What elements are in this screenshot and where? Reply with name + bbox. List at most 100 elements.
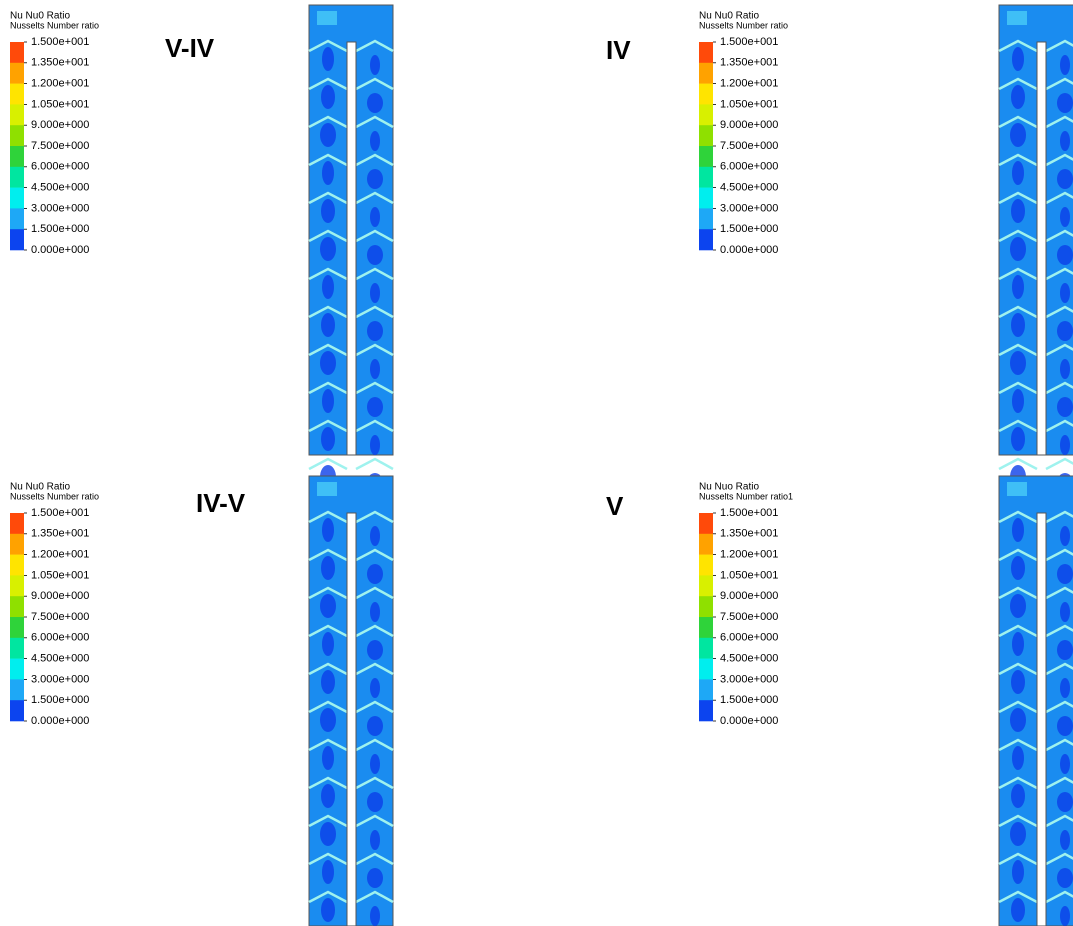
divider <box>1036 41 1047 456</box>
low-zone <box>1060 283 1070 303</box>
rib <box>308 343 348 357</box>
rib <box>355 39 394 53</box>
rib <box>308 267 348 281</box>
rib <box>1045 700 1073 714</box>
legend-tick-label: 9.000e+000 <box>31 590 89 602</box>
rib <box>1045 457 1073 471</box>
low-zone <box>322 161 334 185</box>
rib <box>998 457 1038 471</box>
low-zone <box>1012 275 1024 299</box>
color-band <box>10 166 24 188</box>
rib <box>308 662 348 676</box>
rib <box>1045 305 1073 319</box>
legend-tick-label: 3.000e+000 <box>720 202 778 214</box>
low-zone <box>321 313 335 337</box>
color-band <box>699 617 713 639</box>
color-band <box>699 700 713 722</box>
legend-tick-label: 1.500e+001 <box>720 36 778 48</box>
rib <box>1045 624 1073 638</box>
legend-tick-label: 1.050e+001 <box>31 569 89 581</box>
rib <box>355 548 394 562</box>
rib <box>998 586 1038 600</box>
legend-tick-label: 7.500e+000 <box>31 611 89 623</box>
divider <box>346 41 357 456</box>
legend-tick-label: 1.350e+001 <box>31 57 89 69</box>
legend-title: Nu Nuo Ratio <box>699 482 759 493</box>
rib <box>1045 814 1073 828</box>
rib <box>355 814 394 828</box>
color-band <box>10 679 24 701</box>
low-zone <box>370 830 380 850</box>
low-zone <box>367 169 383 189</box>
legend-tick-label: 9.000e+000 <box>720 590 778 602</box>
low-zone <box>322 389 334 413</box>
low-zone <box>322 632 334 656</box>
rib <box>1045 381 1073 395</box>
low-zone <box>321 784 335 808</box>
legend-tick-label: 1.050e+001 <box>720 569 778 581</box>
legend-tick-label: 1.200e+001 <box>720 78 778 90</box>
rib <box>1045 191 1073 205</box>
rib <box>308 153 348 167</box>
panel-label: IV-V <box>196 488 246 518</box>
low-zone <box>370 283 380 303</box>
rib <box>998 115 1038 129</box>
rib <box>1045 153 1073 167</box>
low-zone <box>1060 359 1070 379</box>
top-zone <box>317 482 337 496</box>
low-zone <box>1060 602 1070 622</box>
low-zone <box>1060 906 1070 926</box>
legend-tick-label: 1.200e+001 <box>720 549 778 561</box>
legend-tick-label: 9.000e+000 <box>720 119 778 131</box>
low-zone <box>321 898 335 922</box>
rib <box>355 624 394 638</box>
legend-tick-label: 3.000e+000 <box>720 673 778 685</box>
rib <box>355 738 394 752</box>
low-zone <box>1057 716 1073 736</box>
color-band <box>699 83 713 105</box>
low-zone <box>1012 860 1024 884</box>
color-band <box>10 617 24 639</box>
rib <box>998 548 1038 562</box>
low-zone <box>321 427 335 451</box>
legend-tick-label: 0.000e+000 <box>720 244 778 256</box>
color-band <box>699 575 713 597</box>
color-band <box>699 679 713 701</box>
color-band <box>699 187 713 209</box>
legend-tick-label: 7.500e+000 <box>31 140 89 152</box>
low-zone <box>1057 169 1073 189</box>
rib <box>1045 890 1073 904</box>
color-band <box>699 166 713 188</box>
rib <box>998 738 1038 752</box>
color-band <box>10 229 24 251</box>
legend-tick-label: 1.200e+001 <box>31 78 89 90</box>
legend-tick-label: 1.350e+001 <box>720 57 778 69</box>
rib <box>1045 776 1073 790</box>
rib <box>355 381 394 395</box>
rib <box>998 890 1038 904</box>
low-zone <box>322 275 334 299</box>
low-zone <box>1057 321 1073 341</box>
legend-tick-label: 1.350e+001 <box>31 528 89 540</box>
low-zone <box>1060 55 1070 75</box>
rib <box>1045 115 1073 129</box>
low-zone <box>321 670 335 694</box>
low-zone <box>370 435 380 455</box>
rib <box>355 115 394 129</box>
rib <box>308 191 348 205</box>
color-band <box>699 513 713 535</box>
low-zone <box>1010 351 1026 375</box>
legend-tick-label: 0.000e+000 <box>31 244 89 256</box>
low-zone <box>1010 594 1026 618</box>
low-zone <box>1011 427 1025 451</box>
rib <box>998 267 1038 281</box>
rib <box>355 776 394 790</box>
rib <box>355 191 394 205</box>
rib <box>998 343 1038 357</box>
low-zone <box>370 359 380 379</box>
color-band <box>699 104 713 126</box>
low-zone <box>1012 746 1024 770</box>
rib <box>1045 419 1073 433</box>
